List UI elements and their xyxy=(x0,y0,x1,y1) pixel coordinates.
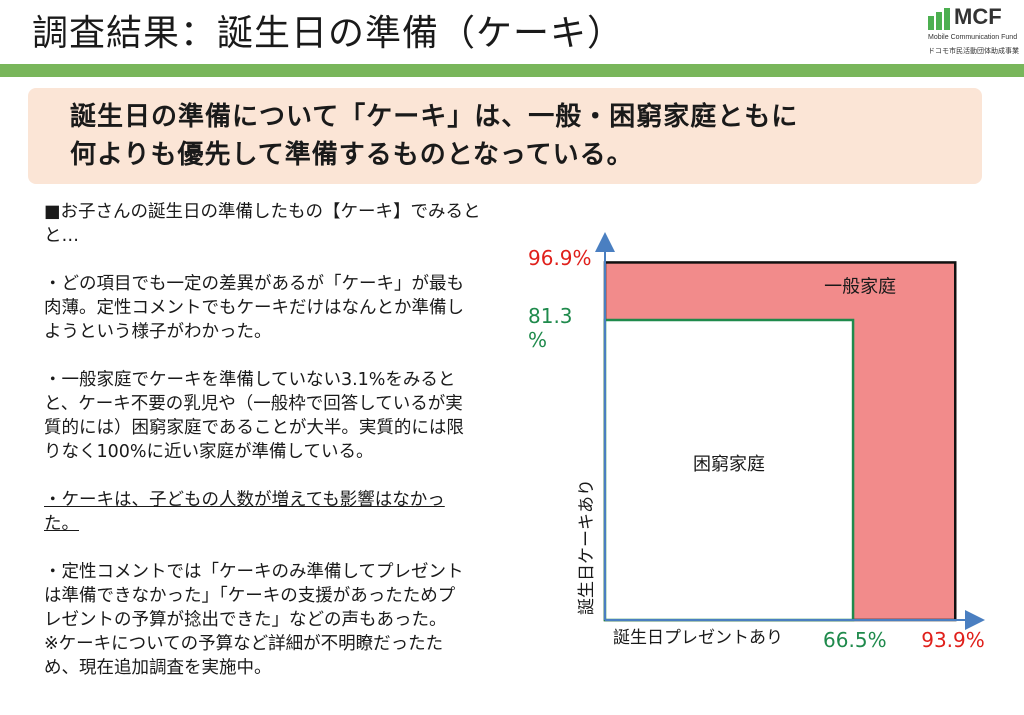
finding-4-line: レゼントの予算が捻出できた」などの声もあった。 xyxy=(44,610,447,630)
logo-subtitle: Mobile Communication Fund xyxy=(928,34,1018,41)
poor-y-value-unit: % xyxy=(528,328,548,352)
poor-household-area xyxy=(603,318,855,622)
finding-3-line: た。 xyxy=(44,514,79,534)
finding-1-line: ようという様子がわかった。 xyxy=(44,322,272,342)
finding-4-line: ※ケーキについての予算など詳細が不明瞭だったた xyxy=(44,634,444,654)
intro-line: と… xyxy=(44,226,79,246)
series-label-poor: 困窮家庭 xyxy=(693,454,765,475)
chart-svg: 一般家庭 困窮家庭 誕生日ケーキあり xyxy=(577,232,985,630)
finding-2-line: と、ケーキ不要の乳児や（一般枠で回答しているが実 xyxy=(44,394,463,414)
summary-text: 誕生日の準備について「ケーキ」は、一般・困窮家庭ともに 何よりも優先して準備する… xyxy=(70,98,798,174)
summary-line-2: 何よりも優先して準備するものとなっている。 xyxy=(70,140,634,170)
finding-3-line: ・ケーキは、子どもの人数が増えても影響はなかっ xyxy=(44,490,445,510)
finding-1-line: ・どの項目でも一定の差異があるが「ケーキ」が最も xyxy=(44,274,464,294)
intro-line: ■お子さんの誕生日の準備したもの【ケーキ】でみると xyxy=(44,202,481,222)
page-title: 調査結果：誕生日の準備（ケーキ） xyxy=(32,13,625,54)
finding-2-line: りなく100%に近い家庭が準備している。 xyxy=(44,442,374,462)
mcf-logo: MCF Mobile Communication Fund ドコモ市民活動団体助… xyxy=(928,4,1019,58)
summary-line-1: 誕生日の準備について「ケーキ」は、一般・困窮家庭ともに xyxy=(70,102,799,132)
findings-text: ■お子さんの誕生日の準備したもの【ケーキ】でみると と… ・どの項目でも一定の差… xyxy=(44,200,524,680)
finding-2-line: ・一般家庭でケーキを準備していない3.1%をみると xyxy=(44,370,456,390)
logo-word: MCF xyxy=(954,4,1002,29)
general-y-value: 96.9% xyxy=(528,246,592,271)
general-x-value: 93.9% xyxy=(921,628,985,652)
finding-4-line: ・定性コメントでは「ケーキのみ準備してプレゼント xyxy=(44,562,464,582)
finding-1-line: 肉薄。定性コメントでもケーキだけはなんとか準備し xyxy=(44,298,464,318)
y-axis-label: 誕生日ケーキあり xyxy=(577,479,597,615)
summary-banner: 誕生日の準備について「ケーキ」は、一般・困窮家庭ともに 何よりも優先して準備する… xyxy=(28,88,982,184)
finding-2-line: 質的には）困窮家庭であることが大半。実質的には限 xyxy=(44,418,464,438)
finding-4-line: め、現在追加調査を実施中。 xyxy=(44,658,272,678)
poor-x-value: 66.5% xyxy=(823,628,887,652)
logo-subtitle-jp: ドコモ市民活動団体助成事業 xyxy=(928,47,1019,55)
poor-y-value: 81.3 xyxy=(528,304,573,328)
series-label-general: 一般家庭 xyxy=(824,276,896,297)
finding-4-line: は準備できなかった」「ケーキの支援があったためプ xyxy=(44,586,456,606)
cake-gift-chart: 一般家庭 困窮家庭 誕生日ケーキあり 96.9% 81.3 % 66.5% 93… xyxy=(520,230,1024,711)
logo-mark-icon xyxy=(928,8,950,30)
header-divider xyxy=(0,64,1024,77)
x-axis-label: 誕生日プレゼントあり xyxy=(613,628,783,648)
